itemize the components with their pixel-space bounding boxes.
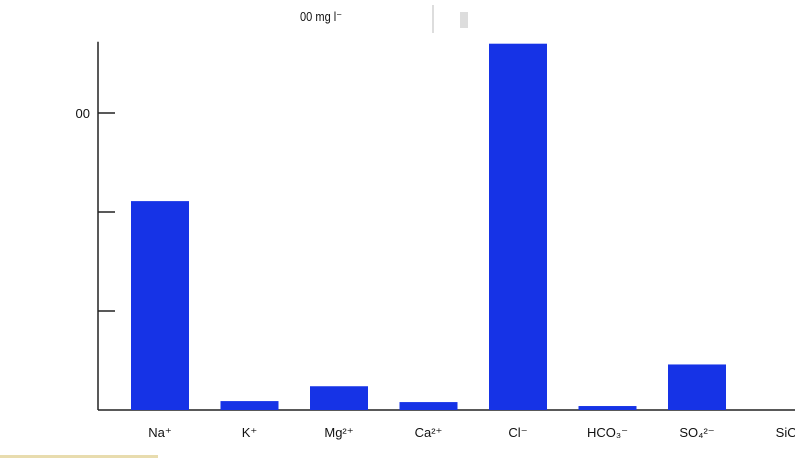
x-tick-label: HCO₃⁻: [587, 425, 628, 440]
x-tick-label: Ca²⁺: [415, 425, 443, 440]
x-tick-label: Cl⁻: [508, 425, 527, 440]
x-tick-label: SiO: [776, 425, 795, 440]
bar-3: [399, 402, 458, 410]
bar-0: [131, 201, 189, 410]
bar-6: [668, 364, 726, 410]
x-tick-label: Mg²⁺: [324, 425, 353, 440]
decorative-underline: [0, 455, 158, 458]
decorative-divider: [432, 5, 434, 33]
bar-1: [220, 401, 279, 410]
x-tick-label: SO₄²⁻: [679, 425, 714, 440]
x-tick-label: Na⁺: [148, 425, 171, 440]
decorative-mark: [460, 12, 468, 28]
bar-4: [489, 43, 547, 410]
bar-5: [578, 406, 637, 410]
x-tick-label: K⁺: [242, 425, 258, 440]
y-tick-label: 00: [76, 106, 90, 121]
bar-2: [310, 386, 368, 410]
chart-title: 00 mg l⁻: [300, 9, 343, 24]
